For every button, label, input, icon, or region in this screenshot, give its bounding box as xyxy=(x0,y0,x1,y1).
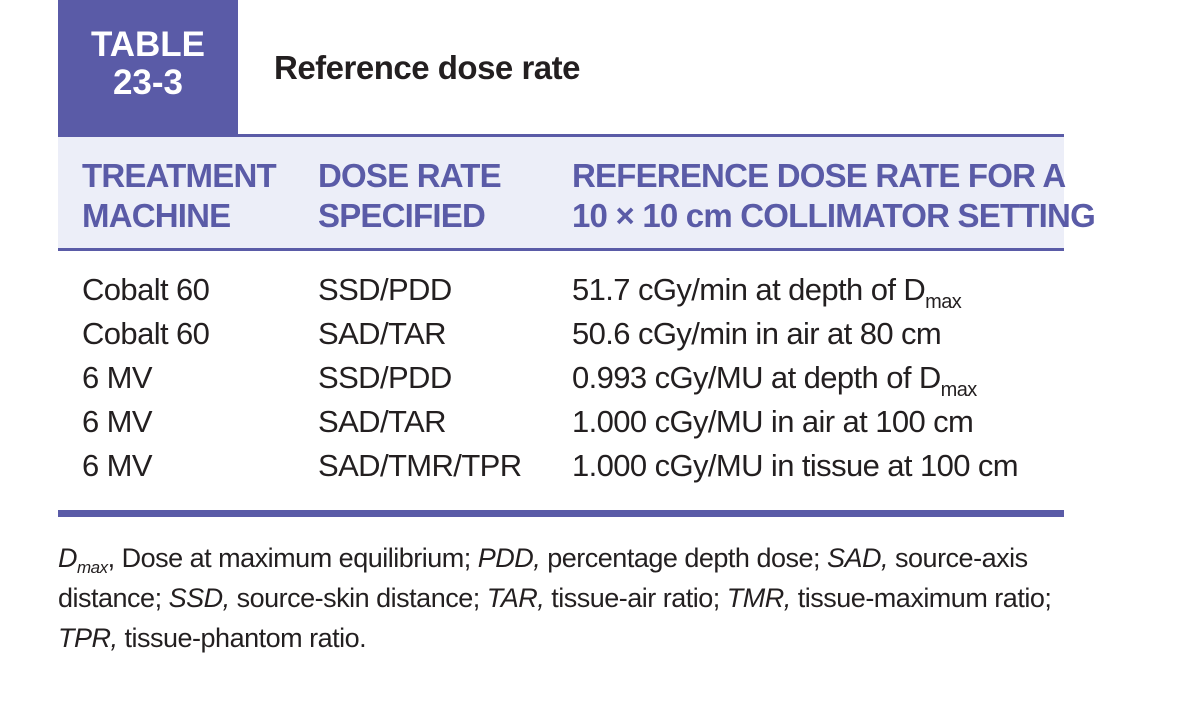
column-header-line: SPECIFIED xyxy=(318,197,486,234)
cell-reference-dose-rate: 1.000 cGy/MU in tissue at 100 cm xyxy=(572,444,1019,488)
table-bottom-rule xyxy=(58,510,1064,517)
footnote-definition: tissue-air ratio; xyxy=(544,583,727,613)
rate-text: 1.000 cGy/MU in air at 100 cm xyxy=(572,404,974,439)
rate-subscript: max xyxy=(940,379,978,401)
cell-machine: 6 MV xyxy=(82,448,153,483)
table-row: 6 MV SSD/PDD 0.993 cGy/MU at depth of Dm… xyxy=(82,356,1062,400)
rate-text: 50.6 cGy/min in air at 80 cm xyxy=(572,316,942,351)
cell-reference-dose-rate: 1.000 cGy/MU in air at 100 cm xyxy=(572,400,974,444)
table-badge-label: TABLE xyxy=(90,25,206,64)
column-header-treatment-machine: TREATMENT MACHINE xyxy=(82,156,277,236)
table-title: Reference dose rate xyxy=(274,49,580,86)
footnote-definition: source-axis distance; xyxy=(58,543,1028,613)
cell-machine: 6 MV xyxy=(82,360,153,395)
cell-dose-rate-specified: SAD/TAR xyxy=(318,316,446,351)
footnote-abbr-dmax: Dmax xyxy=(58,543,108,576)
column-header-line: REFERENCE DOSE RATE FOR A xyxy=(572,157,1066,194)
cell-machine: Cobalt 60 xyxy=(82,272,210,307)
footnote-abbr-pdd: PDD, xyxy=(477,543,541,573)
cell-dose-rate-specified: SSD/PDD xyxy=(318,272,452,307)
table-row: 6 MV SAD/TAR 1.000 cGy/MU in air at 100 … xyxy=(82,400,1062,444)
table-footnote: Dmax, Dose at maximum equilibrium; PDD, … xyxy=(58,538,1068,658)
column-header-band xyxy=(58,137,1064,249)
table-number-badge: TABLE 23-3 xyxy=(58,0,238,136)
rate-text: 51.7 cGy/min at depth of D xyxy=(572,272,926,307)
footnote-definition: tissue-maximum ratio; xyxy=(790,583,1052,613)
table-body: Cobalt 60 SSD/PDD 51.7 cGy/min at depth … xyxy=(82,268,1062,488)
rate-text: 0.993 cGy/MU at depth of D xyxy=(572,360,941,395)
table-row: 6 MV SAD/TMR/TPR 1.000 cGy/MU in tissue … xyxy=(82,444,1062,488)
footnote-abbr-ssd: SSD, xyxy=(168,583,231,613)
column-header-reference-dose-rate: REFERENCE DOSE RATE FOR A 10 × 10 cm COL… xyxy=(572,156,1096,236)
footnote-abbr-tar: TAR, xyxy=(486,583,545,613)
cell-machine: 6 MV xyxy=(82,404,153,439)
column-header-line: 10 × 10 cm COLLIMATOR SETTING xyxy=(572,197,1096,234)
cell-dose-rate-specified: SSD/PDD xyxy=(318,360,452,395)
footnote-definition: percentage depth dose; xyxy=(540,543,827,573)
cell-dose-rate-specified: SAD/TAR xyxy=(318,404,446,439)
footnote-abbr-tpr: TPR, xyxy=(58,623,118,653)
footnote-abbr-subscript: max xyxy=(77,558,108,577)
column-header-line: TREATMENT xyxy=(82,157,277,194)
footnote-abbr-sad: SAD, xyxy=(827,543,889,573)
footnote-definition: tissue-phantom ratio. xyxy=(117,623,367,653)
header-bottom-rule xyxy=(58,248,1064,251)
table-badge-number: 23-3 xyxy=(112,63,184,102)
cell-reference-dose-rate: 0.993 cGy/MU at depth of Dmax xyxy=(572,356,977,400)
footnote-abbr-base: D xyxy=(58,543,78,573)
table-row: Cobalt 60 SSD/PDD 51.7 cGy/min at depth … xyxy=(82,268,1062,312)
footnote-definition: source-skin distance; xyxy=(229,583,487,613)
column-header-dose-rate-specified: DOSE RATE SPECIFIED xyxy=(318,156,502,236)
cell-reference-dose-rate: 50.6 cGy/min in air at 80 cm xyxy=(572,312,942,356)
footnote-abbr-tmr: TMR, xyxy=(726,583,791,613)
column-header-line: DOSE RATE xyxy=(318,157,502,194)
cell-reference-dose-rate: 51.7 cGy/min at depth of Dmax xyxy=(572,268,962,313)
table-row: Cobalt 60 SAD/TAR 50.6 cGy/min in air at… xyxy=(82,312,1062,356)
header-top-rule xyxy=(58,134,1064,137)
column-header-line: MACHINE xyxy=(82,197,231,234)
rate-text: 1.000 cGy/MU in tissue at 100 cm xyxy=(572,448,1019,483)
rate-subscript: max xyxy=(925,291,962,313)
cell-machine: Cobalt 60 xyxy=(82,316,210,351)
footnote-definition: , Dose at maximum equilibrium; xyxy=(107,543,478,573)
cell-dose-rate-specified: SAD/TMR/TPR xyxy=(318,448,522,483)
